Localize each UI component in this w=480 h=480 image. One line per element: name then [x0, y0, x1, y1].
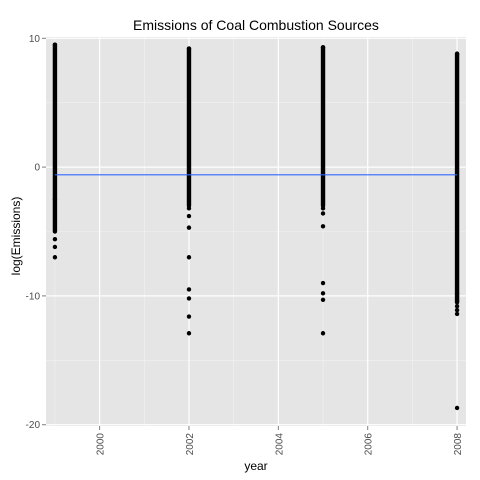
data-point — [454, 405, 460, 411]
data-point — [320, 224, 326, 229]
data-point — [52, 197, 58, 202]
x-tick-label: 2006 — [364, 433, 375, 456]
y-tick-label: 10 — [29, 34, 41, 45]
data-point — [52, 244, 58, 250]
data-point — [454, 51, 460, 56]
x-axis: 2000 2002 2004 2006 2008 — [96, 426, 464, 455]
x-tick-label: 2008 — [453, 433, 464, 456]
data-point — [186, 213, 192, 219]
y-axis: -20 -10 0 10 — [26, 34, 46, 431]
data-point — [320, 331, 326, 336]
data-point — [52, 237, 58, 242]
data-point — [320, 211, 326, 216]
x-tick-label: 2004 — [274, 433, 285, 456]
data-points — [52, 42, 460, 411]
y-axis-label: log(Emissions) — [9, 197, 23, 276]
y-tick-label: -10 — [26, 291, 41, 302]
data-point — [320, 45, 326, 50]
data-point — [186, 225, 192, 230]
y-tick-label: -20 — [26, 420, 41, 431]
data-point — [52, 255, 58, 260]
chart-title: Emissions of Coal Combustion Sources — [133, 17, 379, 33]
grid-major — [46, 37, 466, 426]
x-axis-label: year — [244, 459, 267, 473]
data-point — [320, 206, 326, 211]
data-point — [186, 287, 192, 292]
data-point — [186, 46, 192, 51]
x-tick-label: 2002 — [185, 433, 196, 456]
data-point — [52, 42, 58, 47]
y-tick-label: 0 — [34, 163, 40, 174]
data-point — [454, 307, 460, 313]
data-point — [186, 331, 192, 336]
data-point — [320, 291, 326, 296]
x-tick-label: 2000 — [96, 433, 107, 456]
data-point — [186, 206, 192, 211]
data-point — [454, 311, 460, 317]
data-point — [186, 296, 192, 301]
data-point — [454, 304, 460, 309]
data-point — [186, 314, 192, 319]
data-point — [320, 297, 326, 302]
data-point — [186, 255, 192, 260]
data-point — [320, 280, 326, 286]
data-point — [454, 291, 460, 296]
data-point — [454, 298, 460, 304]
